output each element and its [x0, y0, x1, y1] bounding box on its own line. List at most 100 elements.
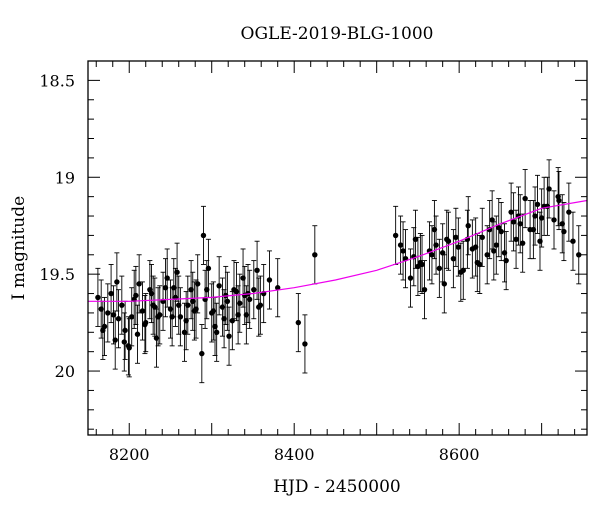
- point-marker: [501, 250, 508, 256]
- data-point: [450, 229, 457, 289]
- y-tick-label: 20: [55, 362, 75, 381]
- point-marker: [183, 317, 189, 324]
- point-marker: [235, 312, 241, 318]
- point-marker: [436, 265, 443, 272]
- data-point: [134, 304, 141, 364]
- point-marker: [136, 281, 142, 287]
- data-point: [491, 221, 497, 281]
- model-curve: [88, 199, 588, 302]
- data-point: [251, 260, 257, 320]
- data-point: [465, 196, 471, 256]
- point-marker: [139, 308, 146, 314]
- x-tick-label: 8400: [274, 445, 315, 464]
- point-marker: [508, 209, 514, 215]
- plot-frame: [87, 60, 588, 436]
- point-marker: [439, 250, 446, 256]
- data-point: [515, 186, 522, 246]
- data-point: [231, 260, 237, 320]
- data-point: [510, 192, 517, 252]
- data-point: [162, 258, 169, 318]
- point-marker: [162, 285, 169, 291]
- point-marker: [433, 242, 439, 248]
- x-axis-label: HJD - 2450000: [273, 477, 401, 497]
- data-point: [479, 207, 485, 267]
- data-point: [105, 283, 111, 343]
- data-point: [260, 264, 267, 324]
- data-point: [555, 167, 561, 227]
- data-point: [458, 242, 464, 302]
- data-point: [312, 225, 318, 285]
- x-tick-label: 8200: [109, 445, 150, 464]
- data-point: [142, 295, 148, 355]
- point-marker: [534, 201, 541, 208]
- data-point: [421, 260, 428, 320]
- chart-title: OGLE-2019-BLG-1000: [241, 24, 434, 44]
- data-point: [199, 324, 205, 384]
- data-point: [129, 287, 135, 347]
- point-marker: [407, 275, 414, 281]
- data-point: [160, 271, 166, 331]
- data-point: [226, 306, 232, 366]
- data-point: [204, 260, 210, 320]
- data-point: [176, 275, 182, 335]
- data-point: [392, 205, 399, 265]
- point-marker: [134, 331, 141, 337]
- data-point: [538, 188, 545, 248]
- point-marker: [295, 319, 302, 326]
- point-marker: [256, 304, 262, 310]
- point-marker: [122, 327, 128, 334]
- data-point: [522, 169, 528, 229]
- data-point: [302, 314, 308, 374]
- data-point: [210, 281, 217, 341]
- point-marker: [142, 321, 148, 328]
- point-marker: [148, 290, 155, 297]
- y-tick-label: 19.5: [39, 265, 75, 284]
- data-point: [519, 213, 526, 273]
- point-marker: [477, 261, 483, 268]
- data-point: [152, 277, 158, 337]
- data-point: [429, 225, 435, 285]
- data-point: [256, 277, 262, 337]
- point-marker: [493, 242, 499, 248]
- data-point: [115, 289, 122, 349]
- data-point: [295, 293, 302, 353]
- data-point: [148, 264, 155, 324]
- data-point: [426, 221, 433, 281]
- data-point: [444, 209, 450, 269]
- point-marker: [176, 302, 182, 308]
- point-marker: [129, 314, 135, 320]
- data-point: [551, 190, 557, 250]
- data-point: [108, 264, 114, 324]
- point-marker: [110, 312, 117, 318]
- data-point: [126, 318, 132, 378]
- data-point: [530, 200, 537, 260]
- point-marker: [570, 238, 576, 244]
- data-point: [501, 223, 508, 283]
- point-marker: [275, 285, 281, 291]
- data-point: [213, 302, 220, 362]
- data-point: [122, 300, 128, 360]
- data-point: [433, 215, 439, 275]
- point-marker: [229, 317, 236, 324]
- data-point: [200, 205, 207, 265]
- point-marker: [455, 244, 462, 250]
- point-marker: [453, 234, 459, 241]
- point-marker: [216, 283, 222, 289]
- data-point: [484, 225, 490, 285]
- point-marker: [169, 314, 175, 320]
- point-marker: [152, 304, 158, 310]
- point-marker: [559, 221, 565, 227]
- point-marker: [95, 294, 101, 301]
- point-marker: [100, 327, 106, 334]
- point-marker: [312, 252, 318, 258]
- data-point: [221, 289, 227, 349]
- point-marker: [397, 242, 404, 248]
- point-marker: [108, 290, 114, 297]
- data-point: [415, 236, 421, 296]
- point-marker: [115, 316, 122, 322]
- point-marker: [210, 308, 217, 314]
- y-axis-label: I magnitude: [9, 196, 29, 300]
- data-point: [570, 211, 576, 271]
- axis-ticks: [88, 60, 587, 435]
